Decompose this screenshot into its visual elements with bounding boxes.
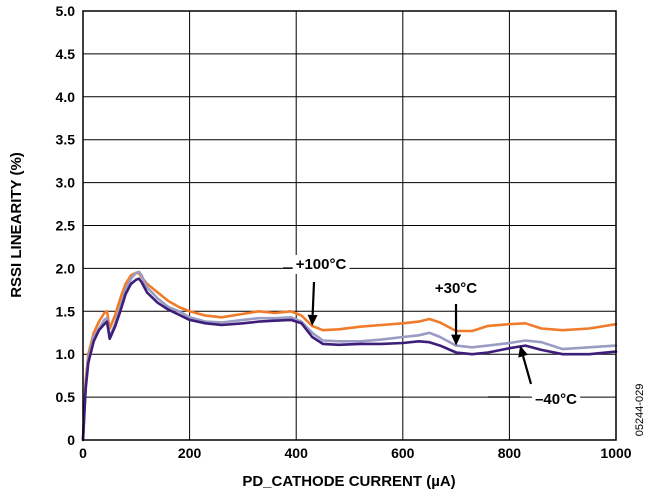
x-tick-label: 1000 [600, 445, 631, 461]
y-tick-labels: 0 0.5 1.0 1.5 2.0 2.5 3.0 3.5 4.0 4.5 5.0 [56, 3, 76, 448]
annotations: +100°C +30°C –40°C [283, 255, 581, 409]
grid-lines [83, 11, 616, 440]
y-tick-label: 3.5 [56, 132, 76, 148]
y-tick-label: 4.5 [56, 46, 76, 62]
x-tick-labels: 0 200 400 600 800 1000 [79, 445, 632, 461]
annotation-label-bg-30-c [431, 279, 481, 298]
y-tick-label: 0.5 [56, 389, 76, 405]
annotation-label-100-c: +100°C [296, 256, 347, 273]
annotation-label-40-c: –40°C [535, 391, 577, 408]
y-tick-label: 2.0 [56, 260, 76, 276]
x-tick-label: 0 [79, 445, 87, 461]
y-tick-label: 3.0 [56, 175, 76, 191]
y-tick-label: 1.0 [56, 346, 76, 362]
y-tick-label: 1.5 [56, 303, 76, 319]
figure-id: 05244-029 [634, 384, 646, 437]
y-tick-label: 5.0 [56, 3, 76, 19]
annotation-arrow-40-c [522, 355, 533, 385]
annotation-label-bg-40-c [532, 390, 581, 409]
annotation-arrowhead-30-c [451, 334, 462, 346]
annotation-label-30-c: +30°C [435, 280, 477, 297]
series-lines [81, 270, 618, 442]
series-line-40-c [81, 277, 618, 442]
annotation-arrowhead-40-c [518, 345, 528, 358]
series-line-100-c [81, 271, 618, 442]
x-tick-label: 200 [178, 445, 202, 461]
annotation-label-bg-100-c [292, 255, 350, 274]
annotation-arrowhead-100-c [307, 314, 318, 326]
x-axis-title: PD_CATHODE CURRENT (µA) [242, 473, 455, 490]
x-tick-label: 800 [498, 445, 522, 461]
x-tick-label: 400 [285, 445, 309, 461]
y-tick-label: 4.0 [56, 89, 76, 105]
y-tick-label: 2.5 [56, 218, 76, 234]
annotation-arrow-100-c [311, 281, 316, 315]
y-tick-label: 0 [67, 432, 75, 448]
x-tick-label: 600 [391, 445, 415, 461]
plot-frame [82, 10, 617, 441]
y-axis-title: RSSI LINEARITY (%) [8, 152, 25, 298]
